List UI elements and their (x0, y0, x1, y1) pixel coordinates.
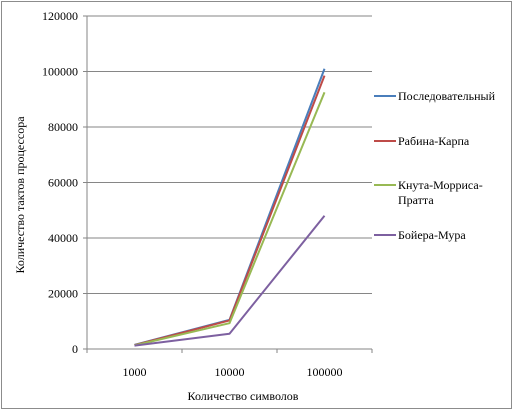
y-tick-label: 60000 (48, 176, 78, 190)
legend: Последовательный Рабина-Карпа Кнута-Моррис… (374, 89, 496, 242)
legend-label: Бойера-Мура (398, 228, 466, 242)
y-tick-label: 120000 (42, 9, 78, 23)
y-axis-title: Количество тактов процессора (13, 116, 27, 274)
series-line (134, 215, 326, 347)
x-tick-label: 1000 (123, 365, 147, 379)
y-tick-label: 0 (72, 342, 78, 356)
y-tick-label: 20000 (48, 287, 78, 301)
series-lines (134, 68, 326, 347)
series-line (134, 75, 326, 347)
series-line (134, 68, 326, 346)
x-tick-labels: 1000 10000 100000 (86, 349, 373, 379)
y-tick-label: 80000 (48, 120, 78, 134)
y-tick-label: 40000 (48, 231, 78, 245)
x-tick-label: 10000 (215, 365, 245, 379)
y-tick-labels: 0 20000 40000 60000 80000 100000 120000 (42, 9, 87, 356)
legend-label: Кнута-Морриса-Пратта (398, 178, 483, 207)
x-tick-label: 100000 (307, 365, 343, 379)
y-tick-label: 100000 (42, 65, 78, 79)
series-line (134, 91, 326, 347)
legend-label: Последовательный (398, 89, 496, 103)
legend-label: Рабина-Карпа (398, 134, 470, 148)
gridlines (87, 15, 372, 294)
x-axis-title: Количество символов (188, 389, 299, 403)
